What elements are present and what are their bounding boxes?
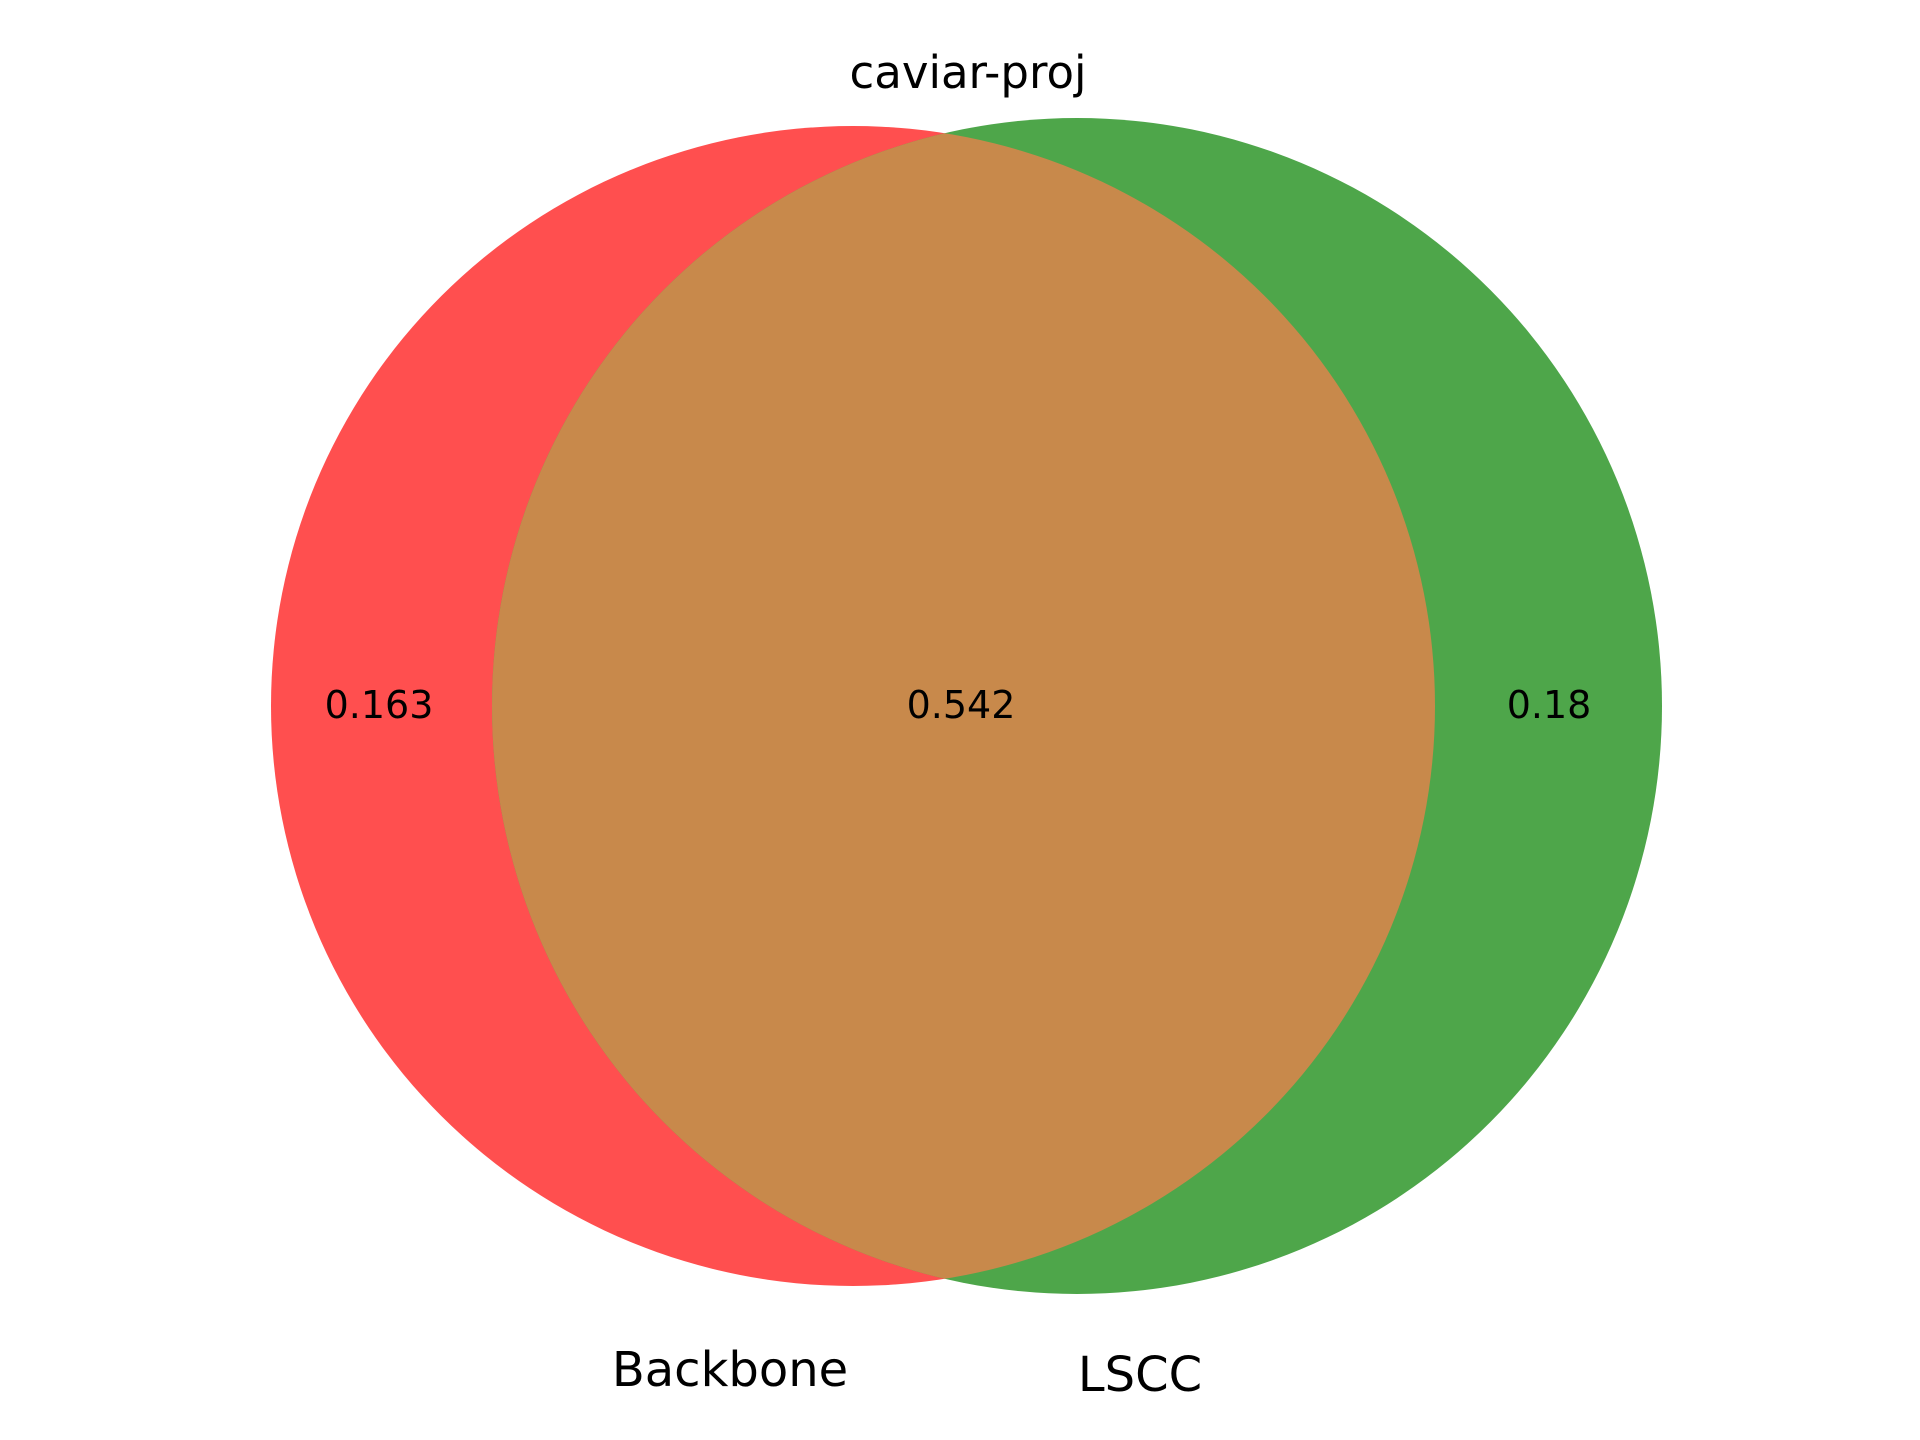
set-label-a: Backbone: [612, 1342, 848, 1398]
region-label-both: 0.542: [907, 683, 1016, 727]
region-label-only-b: 0.18: [1507, 683, 1592, 727]
set-label-b: LSCC: [1078, 1347, 1202, 1403]
region-label-only-a: 0.163: [325, 683, 434, 727]
diagram-title: caviar-proj: [850, 46, 1087, 99]
